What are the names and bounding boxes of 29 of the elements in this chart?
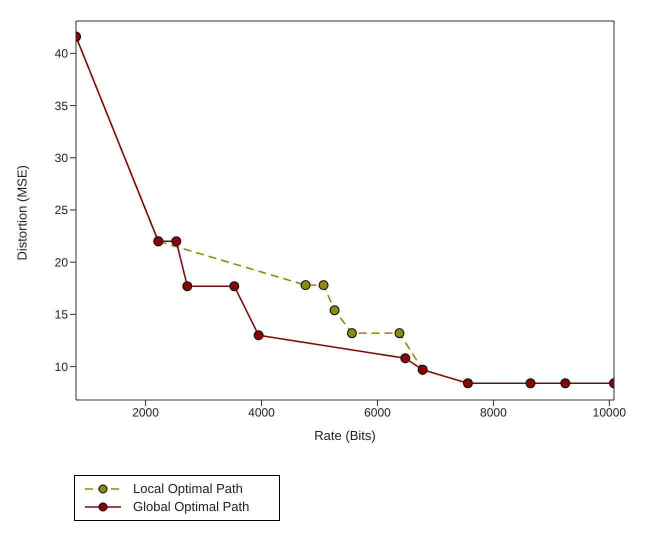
point [462, 378, 473, 388]
y-axis-title: Distortion (MSE) [14, 165, 30, 260]
point [229, 281, 240, 292]
x-tick-label: 4000 [248, 406, 276, 420]
x-tick-label: 10000 [592, 406, 626, 420]
x-axis-title: Rate (Bits) [314, 428, 376, 443]
point [394, 328, 404, 338]
point [346, 328, 357, 338]
point [330, 305, 340, 316]
x-tick-label: 2000 [132, 406, 160, 420]
point [254, 330, 264, 340]
y-tick-label: 20 [54, 255, 68, 270]
x-tick-label: 6000 [364, 406, 392, 420]
y-tick-label: 10 [54, 360, 68, 374]
y-tick-label: 35 [54, 98, 68, 113]
y-tick-label: 15 [54, 308, 68, 322]
point [526, 378, 536, 388]
point [300, 280, 311, 290]
point [318, 280, 329, 290]
y-tick-label: 25 [54, 203, 68, 218]
legend-label: Global Optimal Path [133, 498, 250, 516]
point [171, 236, 182, 246]
point [560, 378, 570, 388]
x-tick-label: 8000 [480, 406, 508, 420]
point [182, 281, 192, 292]
legend-label: Local Optimal Path [133, 480, 243, 498]
point [400, 353, 410, 364]
y-tick-label: 40 [54, 46, 68, 61]
y-tick-label: 30 [54, 151, 68, 166]
